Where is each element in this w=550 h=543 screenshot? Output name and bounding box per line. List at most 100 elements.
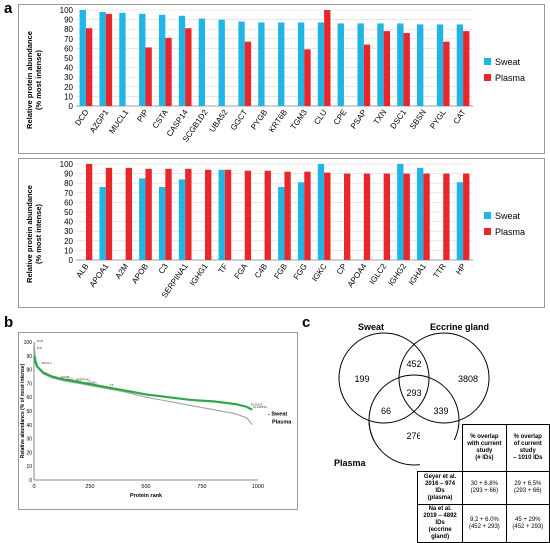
bottom-bar-plasma-fgg <box>304 171 311 260</box>
rank-xtick-label: 1000 <box>252 484 264 490</box>
venn-label-plasma: Plasma <box>334 458 366 468</box>
top-ytick-label: 30 <box>64 73 73 82</box>
overlap-table-corner <box>418 425 463 472</box>
rank-xtick-label: 750 <box>197 484 206 490</box>
bottom-bar-plasma-fga <box>244 170 252 260</box>
bottom-ytick-label: 0 <box>69 256 74 265</box>
top-bar-plasma-cat <box>463 31 470 106</box>
top-xtick-label: PYGL <box>428 108 448 131</box>
rank-ylabel: Relative abundance (% of most intense) <box>20 363 26 458</box>
top-bar-sweat-cpe <box>337 23 344 106</box>
rank-ytick-label: 20 <box>26 450 32 456</box>
rank-ytick-label: 70 <box>26 381 32 387</box>
bottom-xtick-label: FGB <box>272 262 289 281</box>
bottom-bar-plasma-igkc <box>324 172 331 260</box>
bottom-bar-plasma-alb <box>85 164 93 260</box>
top-bar-sweat-tgm3 <box>297 22 305 107</box>
bottom-bar-sweat-tf <box>218 169 225 260</box>
rank-series-label-plasma: Plasma <box>272 420 292 426</box>
bottom-bar-plasma-hp <box>463 173 470 260</box>
bottom-xtick-label: APOA4 <box>346 262 369 289</box>
rank-ytick-label: 80 <box>26 368 32 374</box>
overlap-table-row-geyer: Geyer et al. 2016 – 974 IDs (plasma) 30 … <box>416 471 550 505</box>
bottom-bar-sweat-igha1 <box>417 167 424 260</box>
top-legend-swatch-plasma <box>484 74 491 81</box>
top-xtick-label: GGCT <box>229 108 250 132</box>
bottom-bar-sweat-fgg <box>297 182 305 260</box>
rank-annotation: IGHG1 <box>88 380 98 384</box>
top-bar-plasma-csta <box>165 37 172 107</box>
top-ytick-label: 80 <box>64 25 73 34</box>
bottom-xtick-label: APOB <box>130 262 150 285</box>
bottom-bar-sweat-ighg2 <box>397 164 404 260</box>
bottom-bar-sweat-apob <box>139 178 146 260</box>
bottom-bar-plasma-fgb <box>284 171 291 260</box>
rank-ytick-label: 50 <box>26 409 32 415</box>
bottom-xtick-label: IGKC <box>310 262 329 283</box>
top-bar-sweat-casp14 <box>178 15 186 106</box>
overlap-table-row-na: Na et al. 2019 – 4892 IDs (eccrine gland… <box>416 504 550 543</box>
rank-annotation: FLAIRPIG <box>253 405 267 409</box>
top-xtick-label: CLU <box>312 108 329 126</box>
top-bar-sweat-txn <box>377 23 384 106</box>
bottom-bar-sweat-fgb <box>278 187 285 260</box>
rank-series-label-sweat: - Sweat <box>268 412 287 418</box>
bottom-bar-sweat-apoa1 <box>99 187 106 260</box>
top-xtick-label: CAT <box>452 108 468 126</box>
overlap-table-study-na: Na et al. 2019 – 4892 IDs (eccrine gland… <box>416 504 464 543</box>
bar-chart-top-frame <box>18 4 545 154</box>
bottom-xtick-label: IGHA1 <box>407 262 428 287</box>
bottom-bar-plasma-a2m <box>125 167 132 260</box>
venn-circle-sweat <box>338 332 430 424</box>
top-bar-sweat-mucl1 <box>119 12 126 107</box>
rank-ytick-label: 90 <box>26 354 32 360</box>
bottom-bar-plasma-ttr <box>443 173 450 260</box>
top-bar-sweat-scgb1d2 <box>198 18 206 106</box>
top-bar-sweat-ggct <box>238 21 245 106</box>
bottom-ytick-label: 80 <box>64 179 73 188</box>
bottom-bar-plasma-igha1 <box>423 173 430 260</box>
venn-count-plasma-only: 276 <box>406 431 420 441</box>
venn-circle-plasma-lower <box>368 420 420 466</box>
top-bar-plasma-ggct <box>244 41 252 106</box>
bottom-bar-sweat-c3 <box>158 187 166 260</box>
rank-xlabel: Protein rank <box>130 493 163 499</box>
top-legend-swatch-sweat <box>484 58 491 65</box>
top-bar-plasma-clu <box>324 10 331 106</box>
bottom-ytick-label: 50 <box>64 208 73 217</box>
bottom-ylabel-line: Relative protein abundance <box>25 185 34 283</box>
overlap-table-header-row: % overlap with current study (# IDs) % o… <box>418 424 550 472</box>
bottom-ytick-label: 20 <box>64 237 73 246</box>
bottom-bar-plasma-c3 <box>165 168 172 260</box>
bottom-ylabel: Relative protein abundance(% most intens… <box>25 185 43 283</box>
top-xtick-label: PSAP <box>349 108 369 131</box>
venn-circle-eccrine <box>398 332 490 424</box>
top-bar-plasma-dcd <box>85 28 93 107</box>
top-bar-plasma-txn <box>383 31 391 106</box>
top-bar-sweat-krt6b <box>278 22 285 107</box>
top-xtick-label: TGM3 <box>289 108 309 132</box>
bottom-bar-sweat-igkc <box>317 164 325 260</box>
top-bar-sweat-dcd <box>79 10 86 106</box>
top-bar-plasma-pip <box>145 47 152 106</box>
venn-diagram-lower: 276 <box>368 420 420 466</box>
top-bar-sweat-uba52 <box>218 19 225 106</box>
top-xtick-label: DCD <box>73 108 90 128</box>
bottom-ytick-label: 100 <box>60 160 74 169</box>
bottom-legend-label-plasma: Plasma <box>495 227 525 237</box>
rank-xtick-label: 500 <box>141 484 150 490</box>
bottom-legend-swatch-sweat <box>484 212 491 219</box>
bottom-legend-swatch-plasma <box>484 228 491 235</box>
overlap-table-geyer-with-current: 30 + 6.8% (293 + 66) <box>462 471 507 505</box>
bottom-xtick-label: IGHG2 <box>387 262 409 288</box>
rank-annotation: TF <box>110 383 114 387</box>
top-bar-sweat-sbsn <box>417 24 424 106</box>
rank-ytick-label: 30 <box>26 437 32 443</box>
bottom-xtick-label: FGG <box>292 262 309 281</box>
rank-annotation: MUCL1 <box>42 361 53 365</box>
rank-annotation: APOB <box>61 375 69 379</box>
bottom-bar-plasma-tf <box>224 169 232 260</box>
top-xtick-label: DSC1 <box>389 108 409 131</box>
venn-count-sweat-plasma: 66 <box>381 406 391 416</box>
bottom-ytick-label: 30 <box>64 227 73 236</box>
